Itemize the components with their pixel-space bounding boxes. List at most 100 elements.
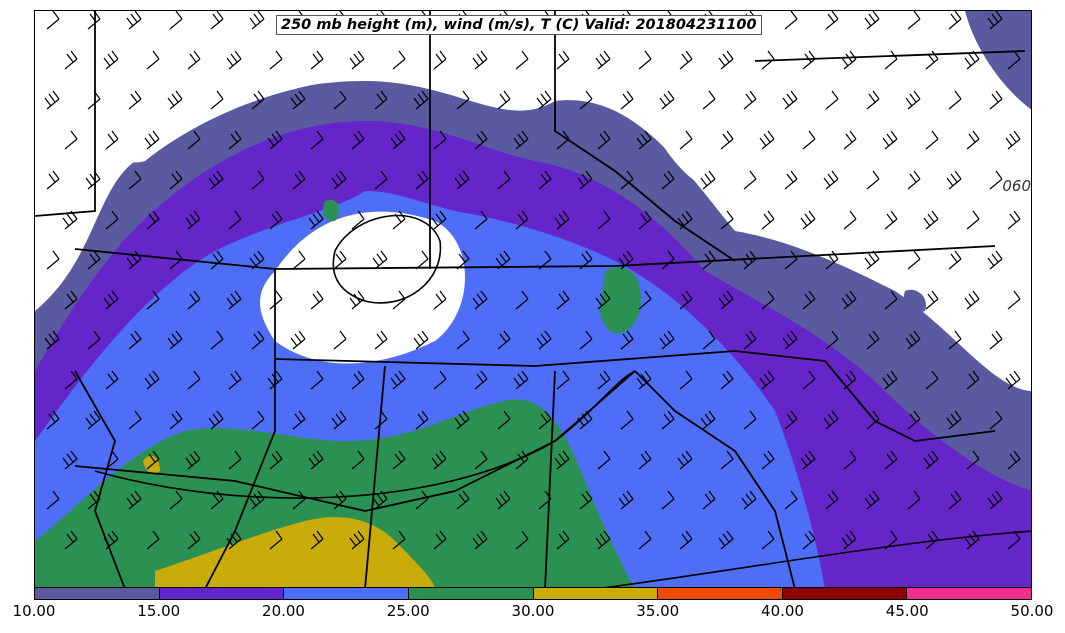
wind-barb <box>228 130 242 150</box>
wind-barb <box>374 170 388 190</box>
colorbar-tick-label: 20.00 <box>262 602 305 620</box>
wind-barb <box>843 210 857 230</box>
wind-barb <box>823 170 839 190</box>
wind-barb <box>169 490 183 510</box>
wind-barb <box>659 90 675 110</box>
wind-barb <box>595 290 611 310</box>
wind-barb <box>743 90 757 110</box>
wind-barb <box>310 130 324 150</box>
wind-barb <box>702 90 716 110</box>
wind-barb <box>759 370 775 390</box>
wind-barb <box>964 50 980 70</box>
wind-barb <box>308 450 324 470</box>
contour-label: 060 <box>1002 177 1031 195</box>
wind-barb <box>700 410 716 430</box>
wind-barb <box>907 410 921 430</box>
wind-barb <box>866 410 880 430</box>
wind-barb <box>597 130 611 150</box>
wind-barb <box>761 450 775 470</box>
wind-barb <box>474 130 488 150</box>
colorbar <box>34 587 1032 600</box>
height-contour <box>94 214 1031 587</box>
wind-barb <box>413 330 429 350</box>
wind-barb <box>226 50 242 70</box>
wind-barb <box>269 290 283 310</box>
wind-barb <box>677 210 693 230</box>
wind-barb <box>620 170 634 190</box>
wind-barb <box>579 90 593 110</box>
wind-barb <box>105 210 119 230</box>
wind-barb <box>556 50 570 70</box>
wind-barb <box>251 90 265 110</box>
wind-barb <box>456 490 470 510</box>
wind-barb <box>87 11 101 30</box>
wind-barb <box>456 90 470 110</box>
wind-barb <box>433 130 447 150</box>
wind-barb <box>677 450 693 470</box>
wind-barb <box>392 290 406 310</box>
wind-barb <box>46 170 60 190</box>
wind-barb <box>210 330 224 350</box>
wind-barb <box>310 370 324 390</box>
wind-barb <box>128 410 142 430</box>
wind-barb <box>351 450 365 470</box>
wind-barb <box>923 450 939 470</box>
wind-barb <box>536 90 552 110</box>
wind-barb <box>620 90 634 110</box>
wind-barb <box>372 250 388 270</box>
wind-barb <box>948 250 962 270</box>
wind-barb <box>474 210 488 230</box>
wind-barb <box>310 50 324 70</box>
wind-barb <box>866 170 880 190</box>
wind-barb <box>884 50 898 70</box>
wind-barb <box>44 330 60 350</box>
map-panel: 060 <box>34 10 1032 588</box>
wind-barb <box>226 530 242 550</box>
wind-barb <box>431 450 447 470</box>
wind-barb <box>800 210 816 230</box>
wind-barb <box>251 410 265 430</box>
wind-barb <box>761 530 775 550</box>
wind-barb <box>392 210 406 230</box>
wind-barb <box>923 210 939 230</box>
wind-barb <box>103 50 119 70</box>
wind-barb <box>169 250 183 270</box>
wind-barb <box>987 490 1003 510</box>
wind-barb <box>907 490 921 510</box>
wind-barb <box>497 330 511 350</box>
wind-barb <box>64 370 78 390</box>
wind-barb <box>595 530 611 550</box>
wind-barb <box>169 410 183 430</box>
wind-barb <box>292 170 306 190</box>
wind-barb <box>456 330 470 350</box>
wind-barb <box>841 290 857 310</box>
wind-barb <box>620 330 634 350</box>
wind-barb <box>513 370 529 390</box>
wind-barb <box>415 490 429 510</box>
wind-barb <box>497 170 511 190</box>
colorbar-segment <box>408 588 534 599</box>
wind-barb <box>841 50 857 70</box>
wind-barb <box>251 330 265 350</box>
wind-barb <box>636 130 652 150</box>
wind-barb <box>126 250 142 270</box>
colorbar-segment <box>533 588 659 599</box>
wind-barb <box>105 450 119 470</box>
wind-barb <box>187 130 201 150</box>
colorbar-tick-label: 35.00 <box>636 602 680 620</box>
wind-barb <box>946 170 962 190</box>
wind-barb <box>64 130 78 150</box>
wind-barb <box>249 250 265 270</box>
wind-barb <box>46 410 60 430</box>
wind-barb <box>784 170 798 190</box>
wind-barb <box>169 170 183 190</box>
wind-barb <box>825 490 839 510</box>
wind-barb <box>638 530 652 550</box>
wind-barb <box>905 330 921 350</box>
wind-barb <box>702 250 716 270</box>
colorbar-tick-label: 50.00 <box>1010 602 1054 620</box>
wind-barb <box>269 50 283 70</box>
wind-barb <box>292 250 306 270</box>
wind-barb <box>579 250 593 270</box>
colorbar-segment <box>658 588 783 599</box>
